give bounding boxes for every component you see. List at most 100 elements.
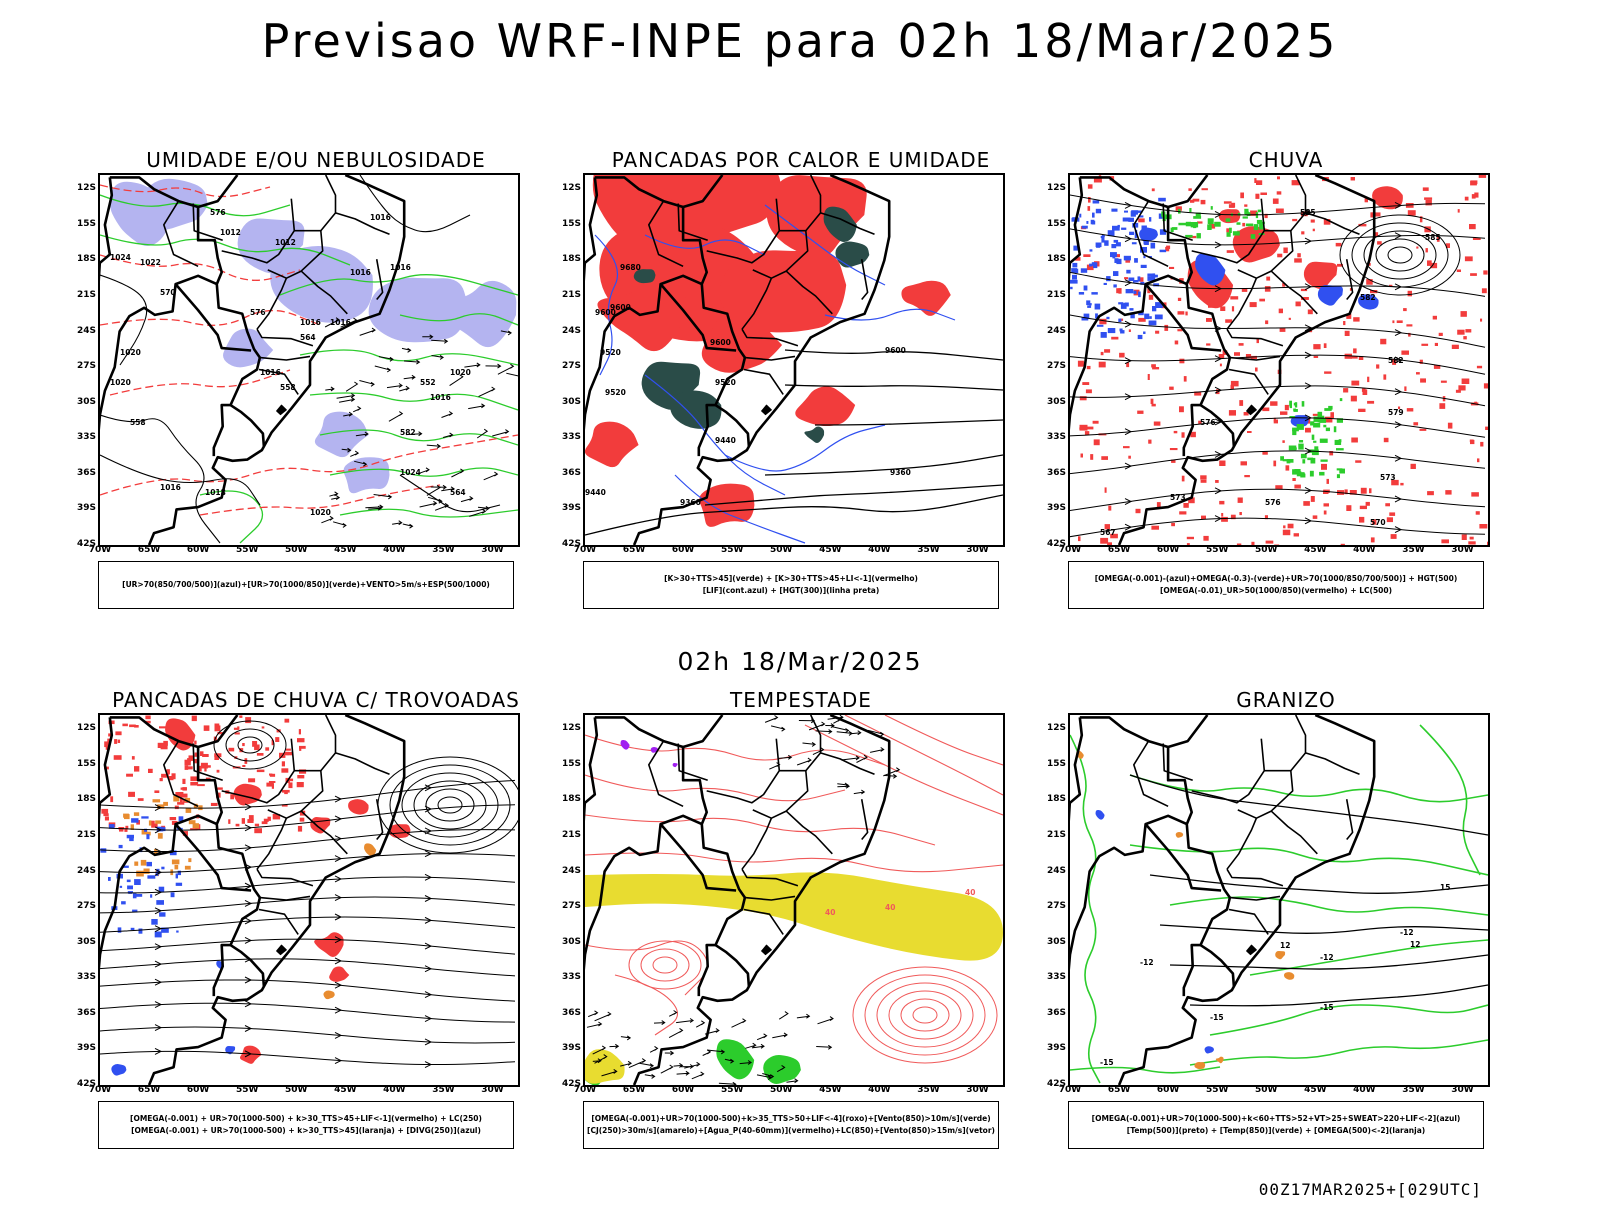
contour-label: 9680 <box>620 263 641 272</box>
wind-vector-arrow <box>621 1036 630 1040</box>
strong-ascent-area-cell <box>1299 440 1303 443</box>
rain-area-cell <box>1377 241 1382 244</box>
legend-text: [OMEGA(-0.001)+UR>70(1000-500)+k>35_TTS>… <box>591 1113 990 1125</box>
omega-ascent-area-cell <box>1149 316 1152 319</box>
latitude-label: 15S <box>545 759 581 769</box>
latitude-label: 39S <box>545 503 581 513</box>
strong-ascent-area-cell <box>1313 441 1316 443</box>
latitude-label: 33S <box>60 972 96 982</box>
upper-level-high-ring <box>402 773 498 837</box>
thunderstorm-area-cell <box>115 731 121 735</box>
thunderstorm-area-cell <box>288 782 292 788</box>
rain-area-cell <box>1462 379 1470 385</box>
latitude-label: 24S <box>60 866 96 876</box>
contour-label: -15 <box>1320 1003 1334 1012</box>
rain-area-cell <box>1465 197 1469 201</box>
rain-area-cell <box>1206 343 1210 345</box>
state-border <box>377 799 383 839</box>
rain-area-cell <box>1256 180 1262 185</box>
wind-vector-arrow <box>321 516 333 523</box>
contour-label: 1020 <box>110 378 131 387</box>
rain-area-cell <box>1123 446 1130 448</box>
streamline-line <box>100 854 515 873</box>
rain-area-cell <box>1255 194 1259 199</box>
country-border <box>1168 715 1230 996</box>
rain-area-cell <box>1200 475 1206 479</box>
rain-area-cell <box>1219 501 1224 505</box>
omega-ascent-area-cell <box>1158 198 1166 202</box>
rain-area-cell <box>1277 176 1280 179</box>
thunderstorm-area-cell <box>245 717 251 723</box>
thunderstorm-area-cell <box>299 749 301 751</box>
latitude-label: 39S <box>60 503 96 513</box>
strong-ascent-area-cell <box>1298 444 1303 450</box>
instability-area-patch <box>795 386 855 426</box>
latitude-label: 15S <box>60 219 96 229</box>
low-level-humidity-contour-line <box>300 350 518 365</box>
rain-area-cell <box>1108 506 1111 511</box>
wind-vector-arrow <box>674 1063 683 1067</box>
forecast-map: 40 40 40 <box>585 715 1003 1085</box>
rain-area-cell <box>1283 248 1287 254</box>
contour-label: 40 <box>885 903 895 912</box>
strong-ascent-area-cell <box>1336 448 1344 450</box>
shower-area-cell <box>134 812 139 816</box>
rain-area-cell <box>1154 422 1161 426</box>
state-border <box>753 771 808 819</box>
rain-area-cell <box>1441 381 1447 383</box>
rain-area-cell <box>1400 483 1403 486</box>
rain-area-cell <box>1178 311 1185 314</box>
rain-area-cell <box>1255 368 1258 372</box>
omega-ascent-area-cell <box>1132 242 1137 244</box>
omega-ascent-area-cell <box>1133 291 1136 294</box>
rain-area-cell <box>1280 411 1287 415</box>
contour-label: 576 <box>1265 498 1281 507</box>
rain-area-cell <box>1479 175 1486 178</box>
omega-ascent-area-cell <box>1116 242 1121 246</box>
rain-area-cell <box>1461 311 1467 317</box>
thunderstorm-area-cell <box>298 826 302 832</box>
country-border <box>100 276 217 545</box>
latitude-label: 12S <box>60 183 96 193</box>
strong-ascent-area-cell <box>1311 458 1316 464</box>
thunderstorm-area-cell <box>114 739 117 744</box>
streamline-line <box>100 1027 515 1043</box>
legend-box: [OMEGA(-0.001)-(azul)+OMEGA(-0.3)-(verde… <box>1068 561 1484 609</box>
shower-area-cell <box>136 871 144 877</box>
latitude-label: 21S <box>60 290 96 300</box>
contour-label: 1016 <box>160 483 181 492</box>
shower-area-cell <box>185 866 191 870</box>
wind-vector-arrow <box>757 1034 767 1040</box>
divergence-area-cell <box>120 886 122 888</box>
state-border <box>1264 715 1305 771</box>
wind-vector-arrow <box>771 726 785 731</box>
rain-area-cell <box>1361 488 1367 494</box>
thunderstorm-area-cell <box>215 724 220 730</box>
thunderstorm-area-cell <box>110 796 113 802</box>
streamline-line <box>100 939 515 954</box>
rain-area-cell <box>1081 362 1084 366</box>
wind-vector-arrow <box>870 748 884 753</box>
thunderstorm-area-cell <box>281 768 288 772</box>
state-border <box>1227 869 1283 886</box>
omega-ascent-area-cell <box>1101 332 1107 338</box>
divergence-area-cell <box>146 834 149 839</box>
latitude-label: 18S <box>1030 794 1066 804</box>
contour-label: 40 <box>965 888 975 897</box>
strong-ascent-area-cell <box>1324 408 1331 411</box>
contour-label: 9360 <box>890 468 911 477</box>
geopotential-height-300-line <box>585 495 1003 535</box>
state-border <box>336 753 390 774</box>
rain-area-cell <box>1389 512 1395 516</box>
rain-area-cell <box>1346 505 1351 511</box>
contour-label: 585 <box>1425 233 1441 242</box>
rain-area-cell <box>1184 376 1187 382</box>
rain-area-cell <box>1452 345 1459 349</box>
thunderstorm-area-cell <box>154 790 159 793</box>
rain-area-cell <box>1220 364 1222 367</box>
rain-area-cell <box>1111 337 1118 340</box>
contour-label: 40 <box>825 908 835 917</box>
low-pressure-streamline-ring <box>877 983 973 1047</box>
wind-vector-arrow <box>588 1011 597 1017</box>
